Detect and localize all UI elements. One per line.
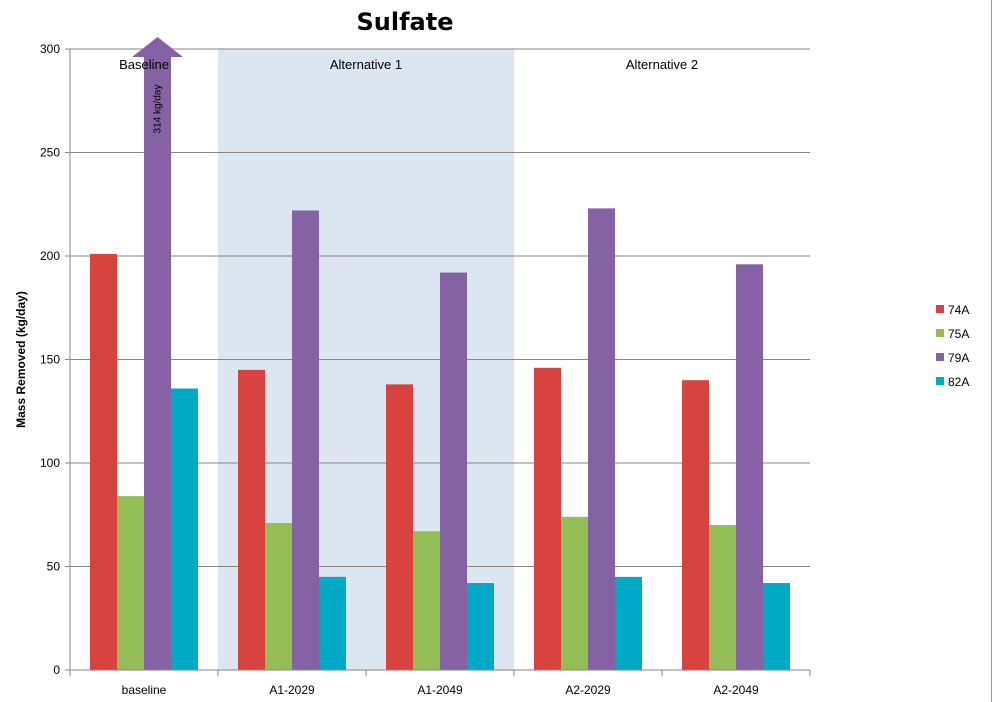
y-tick-label-200: 200	[40, 249, 60, 263]
right-border	[991, 0, 992, 702]
legend-label-82A: 82A	[948, 375, 969, 389]
x-tick-label-A1-2049: A1-2049	[417, 683, 463, 697]
overflow-annotation-0: 314 kg/day	[153, 85, 164, 134]
bar-79A-A2-2029	[588, 208, 615, 670]
legend-swatch-82A	[936, 377, 944, 385]
legend-swatch-79A	[936, 353, 944, 361]
region-label-2: Alternative 2	[626, 57, 698, 72]
y-tick-label-100: 100	[40, 456, 60, 470]
bar-79A-A1-2049	[440, 272, 467, 670]
region-label-1: Alternative 1	[330, 57, 402, 72]
bar-79A-A1-2029	[292, 210, 319, 670]
legend-label-74A: 74A	[948, 303, 969, 317]
bar-82A-A1-2049	[467, 583, 494, 670]
y-tick-label-150: 150	[40, 353, 60, 367]
bar-82A-A2-2049	[763, 583, 790, 670]
y-tick-label-300: 300	[40, 42, 60, 56]
bar-74A-baseline	[90, 253, 117, 670]
legend-swatch-74A	[936, 305, 944, 313]
x-tick-label-baseline: baseline	[122, 683, 167, 697]
bar-74A-A1-2049	[386, 384, 413, 670]
y-axis-label: Mass Removed (kg/day)	[14, 291, 28, 428]
bar-82A-A2-2029	[615, 576, 642, 670]
bar-74A-A2-2049	[682, 380, 709, 670]
x-tick-label-A1-2029: A1-2029	[269, 683, 315, 697]
bar-75A-A1-2029	[265, 523, 292, 670]
bar-74A-A2-2029	[534, 367, 561, 670]
bar-75A-A1-2049	[413, 531, 440, 670]
y-tick-label-250: 250	[40, 146, 60, 160]
bar-74A-A1-2029	[238, 369, 265, 670]
chart-title: Sulfate	[357, 8, 454, 36]
legend-label-79A: 79A	[948, 351, 969, 365]
bar-79A-baseline	[132, 37, 183, 670]
legend-label-75A: 75A	[948, 327, 969, 341]
bar-75A-A2-2049	[709, 525, 736, 670]
y-tick-label-0: 0	[53, 663, 60, 677]
bar-75A-baseline	[117, 496, 144, 670]
bar-79A-A2-2049	[736, 264, 763, 670]
x-tick-label-A2-2049: A2-2049	[713, 683, 759, 697]
x-tick-label-A2-2029: A2-2029	[565, 683, 611, 697]
y-tick-label-50: 50	[47, 560, 61, 574]
legend-swatch-75A	[936, 329, 944, 337]
bar-75A-A2-2029	[561, 516, 588, 670]
bar-82A-baseline	[171, 388, 198, 670]
region-label-0: Baseline	[119, 57, 169, 72]
bar-82A-A1-2029	[319, 576, 346, 670]
